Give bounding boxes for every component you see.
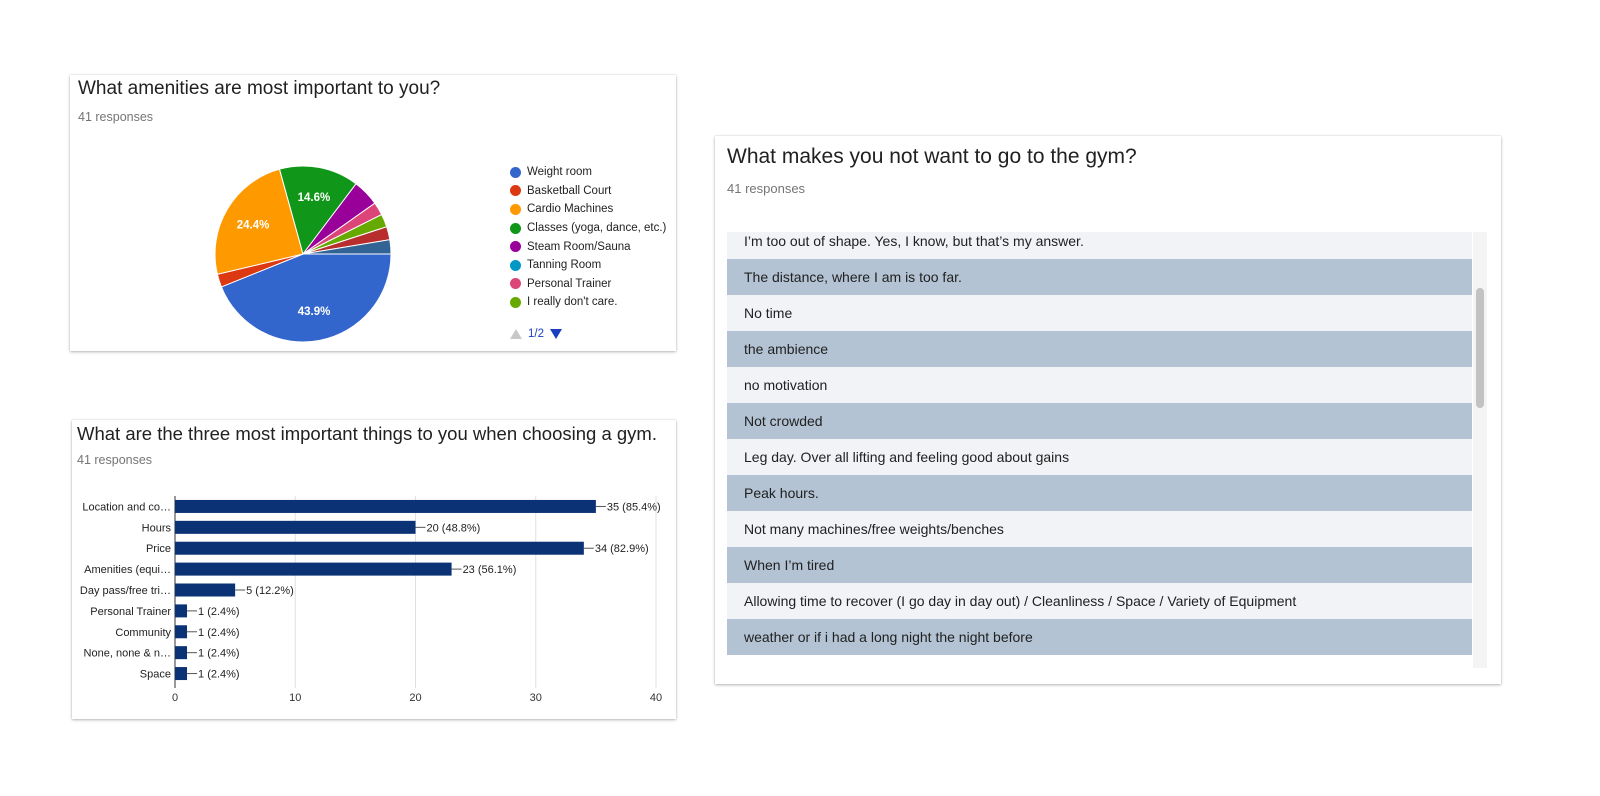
responses-list[interactable]: I’m too out of shape. Yes, I know, but t…	[727, 232, 1487, 668]
category-label: Day pass/free tri…	[80, 585, 171, 597]
category-label: Space	[140, 669, 171, 681]
response-item: Allowing time to recover (I go day in da…	[727, 583, 1472, 619]
scrollbar-thumb[interactable]	[1476, 288, 1484, 408]
category-label: Community	[115, 627, 171, 639]
bar	[175, 499, 596, 513]
response-item: Not many machines/free weights/benches	[727, 511, 1472, 547]
response-item: weather or if i had a long night the nig…	[727, 619, 1472, 655]
legend-label: Cardio Machines	[527, 203, 614, 216]
page-indicator: 1/2	[528, 328, 544, 340]
next-page-icon[interactable]	[550, 329, 562, 339]
response-count: 41 responses	[727, 181, 806, 196]
legend-pager: 1/2	[510, 328, 562, 340]
previous-page-icon	[510, 329, 522, 339]
legend-label: Tanning Room	[527, 259, 602, 272]
legend-swatch	[510, 222, 521, 234]
legend-swatch	[510, 241, 521, 253]
legend-swatch	[510, 278, 521, 290]
pie-slice	[302, 239, 392, 255]
bar-data-label: 23 (56.1%)	[463, 564, 517, 576]
bar	[175, 562, 452, 576]
category-label: Hours	[142, 522, 172, 534]
bar-data-label: 1 (2.4%)	[198, 627, 240, 639]
pie-data-label: 24.4%	[237, 219, 270, 231]
category-label: Personal Trainer	[90, 606, 171, 618]
pie-legend: Weight room Basketball Court Cardio Machin…	[510, 163, 666, 312]
bar	[175, 604, 188, 618]
bar	[175, 583, 236, 597]
bar-data-label: 35 (85.4%)	[607, 501, 661, 513]
legend-swatch	[510, 203, 521, 215]
category-label: Location and co…	[82, 501, 171, 513]
response-item: no motivation	[727, 367, 1472, 403]
response-count: 41 responses	[77, 453, 153, 467]
gym-priorities-question-card: What are the three most important things…	[72, 420, 676, 719]
legend-label: I really don't care.	[527, 296, 618, 309]
bar-chart: 0 10 20 30 40 Location and co… 35 (85.4%) Hours…	[80, 496, 662, 704]
question-title: What are the three most important things…	[77, 423, 657, 444]
bar	[175, 667, 188, 681]
legend-label: Personal Trainer	[527, 277, 612, 290]
legend-label: Classes (yoga, dance, etc.)	[527, 222, 667, 235]
x-tick-label: 40	[650, 692, 662, 704]
legend-item: Personal Trainer	[510, 275, 666, 294]
legend-item: Classes (yoga, dance, etc.)	[510, 219, 666, 238]
legend-item: I really don't care.	[510, 293, 666, 312]
bar-data-label: 20 (48.8%)	[427, 522, 481, 534]
bar-data-label: 34 (82.9%)	[595, 543, 649, 555]
x-tick-label: 30	[530, 692, 542, 704]
pie-chart: 43.9% 24.4% 14.6%	[214, 165, 392, 343]
legend-item: Steam Room/Sauna	[510, 237, 666, 256]
response-count: 41 responses	[78, 110, 154, 124]
scrollbar[interactable]	[1473, 232, 1487, 668]
x-tick-label: 20	[409, 692, 421, 704]
bar	[175, 520, 416, 534]
legend-label: Basketball Court	[527, 184, 612, 197]
bar-data-label: 5 (12.2%)	[246, 585, 294, 597]
category-label: None, none & n…	[84, 648, 171, 660]
x-tick-label: 10	[289, 692, 301, 704]
pie-slice	[278, 165, 357, 256]
amenities-question-card: What amenities are most important to you…	[70, 75, 676, 351]
bar-data-label: 1 (2.4%)	[198, 606, 240, 618]
bar	[175, 541, 584, 555]
response-item: No time	[727, 295, 1472, 331]
pie-data-label: 14.6%	[298, 192, 331, 204]
bar	[175, 646, 188, 660]
bar-data-label: 1 (2.4%)	[198, 648, 240, 660]
bar	[175, 625, 188, 639]
legend-item: Basketball Court	[510, 182, 666, 201]
bar-data-label: 1 (2.4%)	[198, 669, 240, 681]
response-item: When I’m tired	[727, 547, 1472, 583]
response-item: Peak hours.	[727, 475, 1472, 511]
legend-swatch	[510, 166, 521, 178]
category-label: Price	[146, 543, 171, 555]
legend-swatch	[510, 296, 521, 308]
response-item: Not crowded	[727, 403, 1472, 439]
legend-label: Weight room	[527, 166, 592, 179]
reasons-question-card: What makes you not want to go to the gym…	[715, 136, 1501, 684]
legend-item: Cardio Machines	[510, 200, 666, 219]
response-item: The distance, where I am is too far.	[727, 259, 1472, 295]
legend-label: Steam Room/Sauna	[527, 240, 631, 253]
legend-item: Weight room	[510, 163, 666, 182]
category-label: Amenities (equi…	[84, 564, 171, 576]
question-title: What amenities are most important to you…	[78, 78, 441, 99]
question-title: What makes you not want to go to the gym…	[727, 145, 1137, 168]
legend-swatch	[510, 259, 521, 271]
response-item: I’m too out of shape. Yes, I know, but t…	[727, 232, 1472, 259]
x-tick-label: 0	[172, 692, 178, 704]
pie-slice	[214, 168, 304, 275]
pie-slice	[220, 253, 392, 343]
legend-swatch	[510, 185, 521, 197]
response-item: Leg day. Over all lifting and feeling go…	[727, 439, 1472, 475]
response-item: the ambience	[727, 331, 1472, 367]
pie-data-label: 43.9%	[298, 306, 331, 318]
legend-item: Tanning Room	[510, 256, 666, 275]
